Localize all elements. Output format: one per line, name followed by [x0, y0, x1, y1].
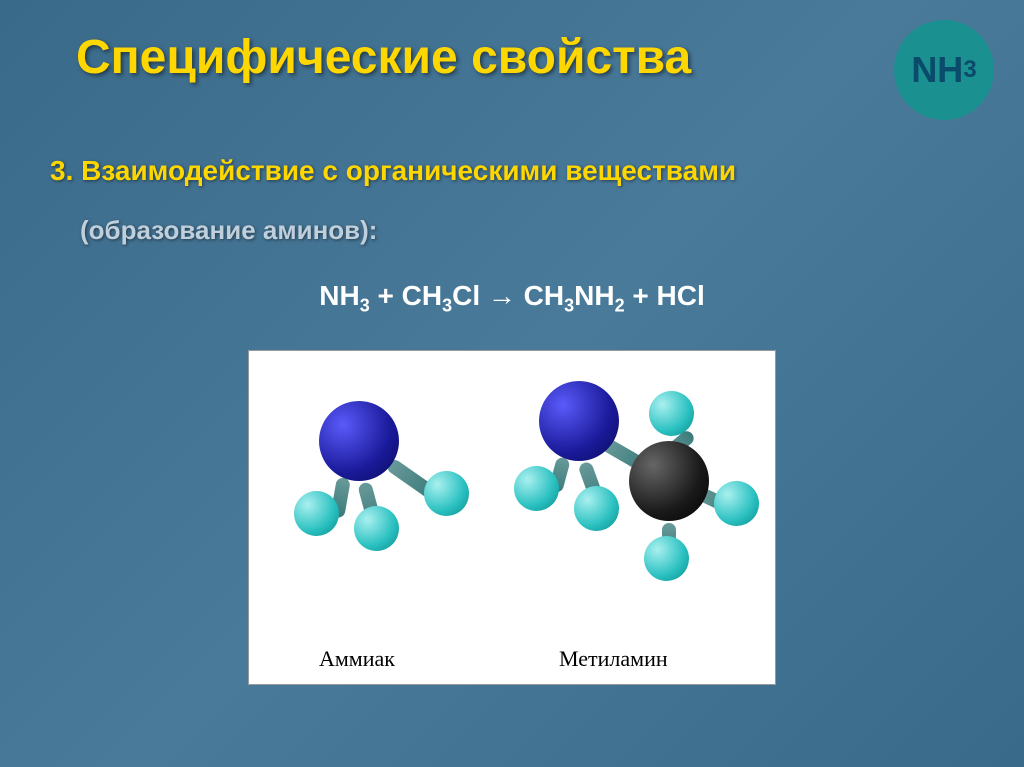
methylamine-hydrogen-atom-0 [514, 466, 559, 511]
plus-2: + [625, 280, 657, 311]
product-2: HCl [657, 280, 705, 311]
formula-badge: NH3 [894, 20, 994, 120]
product-1a: CH [524, 280, 564, 311]
methylamine-hydrogen-atom-4 [644, 536, 689, 581]
reactant-2b: Cl [452, 280, 480, 311]
methylamine-label: Метиламин [559, 646, 668, 672]
ammonia-label: Аммиак [319, 646, 395, 672]
methylamine-nitrogen-atom [539, 381, 619, 461]
reactant-2-sub: 3 [442, 296, 452, 316]
badge-formula-base: NH [911, 49, 963, 91]
section-subcaption: (образование аминов): [80, 215, 377, 246]
product-1-sub: 3 [564, 296, 574, 316]
product-1-sub2: 2 [615, 296, 625, 316]
ammonia-hydrogen-atom-1 [354, 506, 399, 551]
ammonia-nitrogen-atom [319, 401, 399, 481]
product-1b: NH [574, 280, 614, 311]
arrow: → [480, 280, 524, 311]
methylamine-hydrogen-atom-1 [574, 486, 619, 531]
ammonia-hydrogen-atom-0 [294, 491, 339, 536]
molecule-diagram: Аммиак Метиламин [248, 350, 776, 685]
reactant-1a: NH [319, 280, 359, 311]
plus-1: + [370, 280, 402, 311]
methylamine-carbon-atom [629, 441, 709, 521]
ammonia-hydrogen-atom-2 [424, 471, 469, 516]
methylamine-hydrogen-atom-3 [714, 481, 759, 526]
methylamine-hydrogen-atom-2 [649, 391, 694, 436]
reactant-1-sub: 3 [360, 296, 370, 316]
chemical-equation: NH3 + CH3Cl → CH3NH2 + HCl [0, 280, 1024, 317]
badge-formula-sub: 3 [963, 56, 976, 84]
reactant-2a: CH [402, 280, 442, 311]
slide-title: Специфические свойства [76, 30, 691, 85]
section-subtitle: 3. Взаимодействие с органическими вещест… [50, 155, 736, 187]
